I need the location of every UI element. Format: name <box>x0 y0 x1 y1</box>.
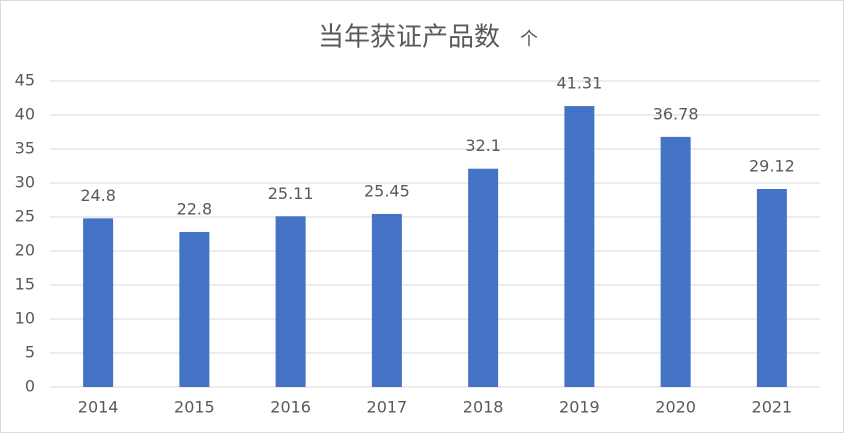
bar <box>468 168 499 387</box>
x-tick-label: 2019 <box>559 398 600 417</box>
bar <box>371 213 402 387</box>
y-tick-label: 10 <box>15 309 35 328</box>
y-tick-label: 25 <box>15 207 35 226</box>
y-tick-label: 40 <box>15 105 35 124</box>
data-label: 24.8 <box>80 186 116 205</box>
chart-title: 当年获证产品数 <box>318 23 500 53</box>
x-tick-label: 2017 <box>367 398 408 417</box>
data-label: 25.45 <box>364 181 410 200</box>
chart-unit: 个 <box>520 29 538 50</box>
bar <box>564 106 595 387</box>
bar <box>179 231 210 387</box>
data-label: 22.8 <box>177 199 213 218</box>
x-tick-label: 2016 <box>270 398 311 417</box>
x-tick-label: 2020 <box>655 398 696 417</box>
data-label: 29.12 <box>749 156 795 175</box>
bar <box>756 188 787 387</box>
y-tick-label: 45 <box>15 71 35 90</box>
y-tick-label: 35 <box>15 139 35 158</box>
y-tick-label: 0 <box>25 377 35 396</box>
data-label: 41.31 <box>556 74 602 93</box>
x-tick-label: 2014 <box>78 398 119 417</box>
x-tick-label: 2018 <box>463 398 504 417</box>
y-tick-label: 20 <box>15 241 35 260</box>
y-tick-label: 15 <box>15 275 35 294</box>
bar <box>83 218 114 387</box>
y-tick-label: 30 <box>15 173 35 192</box>
data-label: 25.11 <box>268 184 314 203</box>
data-label: 32.1 <box>465 136 501 155</box>
y-tick-label: 5 <box>25 343 35 362</box>
bar <box>275 216 306 387</box>
bar <box>660 136 691 387</box>
x-tick-label: 2021 <box>752 398 793 417</box>
x-tick-label: 2015 <box>174 398 215 417</box>
data-label: 36.78 <box>653 104 699 123</box>
